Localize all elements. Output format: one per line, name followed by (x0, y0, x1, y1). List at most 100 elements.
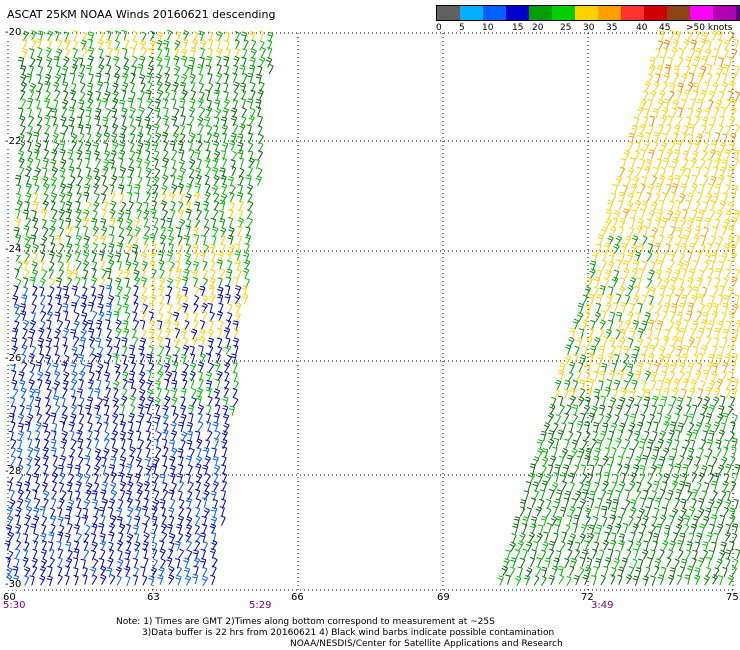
wind-barb (680, 243, 687, 254)
wind-barb (729, 514, 736, 525)
wind-barb (725, 268, 732, 279)
wind-barb (152, 523, 158, 534)
wind-barb (620, 158, 626, 169)
wind-barb (193, 565, 199, 576)
wind-barb (70, 388, 76, 400)
wind-barb (659, 90, 666, 101)
wind-barb (76, 192, 82, 203)
wind-barb (132, 251, 138, 262)
wind-barb (531, 549, 537, 560)
wind-barb (84, 157, 90, 168)
wind-barb (692, 286, 699, 297)
wind-barb (636, 395, 643, 406)
wind-barb (636, 362, 643, 373)
wind-barb (573, 514, 580, 526)
legend-label: >50 knots (686, 23, 733, 33)
wind-barb (176, 473, 183, 484)
wind-barb (554, 388, 560, 399)
wind-barb (530, 497, 537, 508)
wind-barb (610, 422, 618, 434)
wind-barb (178, 506, 185, 517)
wind-barb (58, 497, 65, 509)
wind-barb (595, 302, 602, 314)
wind-barb (586, 387, 593, 398)
wind-barb (168, 192, 176, 203)
wind-barb (627, 363, 634, 374)
wind-barb (672, 158, 679, 170)
wind-barb (255, 74, 262, 85)
wind-barb (186, 540, 192, 551)
time-label-3: 3:49 (591, 600, 614, 611)
wind-barb (703, 226, 709, 238)
wind-barb (698, 557, 705, 568)
wind-barb (679, 166, 687, 177)
wind-barb (650, 371, 658, 382)
wind-barb (105, 310, 113, 322)
wind-barb (667, 233, 674, 245)
wind-barb (142, 575, 148, 586)
wind-barb (65, 252, 72, 263)
wind-barb (682, 234, 689, 246)
wind-barb (705, 556, 712, 568)
wind-barb (654, 565, 660, 576)
wind-barb (552, 446, 558, 458)
wind-barb (85, 106, 92, 118)
wind-barb (247, 217, 254, 228)
wind-barb (674, 558, 680, 570)
wind-barb (66, 463, 73, 475)
wind-barb (124, 549, 131, 561)
wind-barb (240, 98, 246, 109)
wind-barb (133, 235, 139, 246)
wind-barb (674, 439, 680, 450)
wind-barb (706, 39, 712, 51)
wind-barb (118, 210, 125, 221)
wind-barb (4, 540, 11, 551)
wind-barb (651, 454, 658, 466)
wind-barb (702, 430, 708, 441)
wind-barb (119, 463, 125, 475)
wind-barb (205, 387, 212, 398)
wind-barb (706, 439, 713, 450)
wind-barb (679, 327, 687, 339)
wind-barb (675, 488, 682, 500)
wind-barb (132, 244, 139, 255)
wind-barb (649, 286, 656, 298)
wind-barb (121, 395, 128, 406)
wind-barb (171, 115, 178, 127)
wind-barb (223, 73, 229, 84)
wind-barb (512, 523, 519, 534)
wind-barb (716, 446, 722, 458)
wind-barb (109, 574, 116, 585)
wind-barb (50, 159, 57, 170)
wind-barb (176, 566, 182, 577)
wind-barb (680, 498, 687, 509)
wind-barb (32, 252, 39, 263)
wind-barb (598, 328, 605, 339)
wind-barb (697, 293, 705, 304)
wind-barb (109, 191, 116, 202)
wind-barb (59, 148, 66, 160)
wind-barb (712, 166, 719, 177)
wind-barb (689, 506, 696, 517)
wind-barb (536, 439, 544, 450)
wind-barb (600, 226, 608, 237)
wind-barb (104, 472, 110, 483)
wind-barb (171, 396, 178, 407)
wind-barb (73, 320, 80, 331)
wind-barb (663, 72, 670, 83)
wind-barb (226, 268, 233, 280)
wind-barb (177, 235, 183, 246)
wind-barb (733, 38, 739, 50)
wind-barb (219, 199, 226, 211)
wind-barb (601, 505, 608, 517)
wind-barb (650, 575, 656, 586)
wind-barb (127, 176, 133, 187)
legend-swatch (598, 6, 621, 20)
wind-barb (92, 142, 99, 153)
wind-barb (164, 327, 171, 339)
wind-barb (74, 226, 80, 237)
wind-barb (618, 566, 625, 577)
wind-barb (695, 216, 703, 228)
wind-barb (234, 259, 241, 270)
wind-barb (637, 327, 644, 339)
